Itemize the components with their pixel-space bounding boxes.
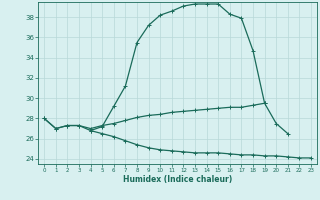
- X-axis label: Humidex (Indice chaleur): Humidex (Indice chaleur): [123, 175, 232, 184]
